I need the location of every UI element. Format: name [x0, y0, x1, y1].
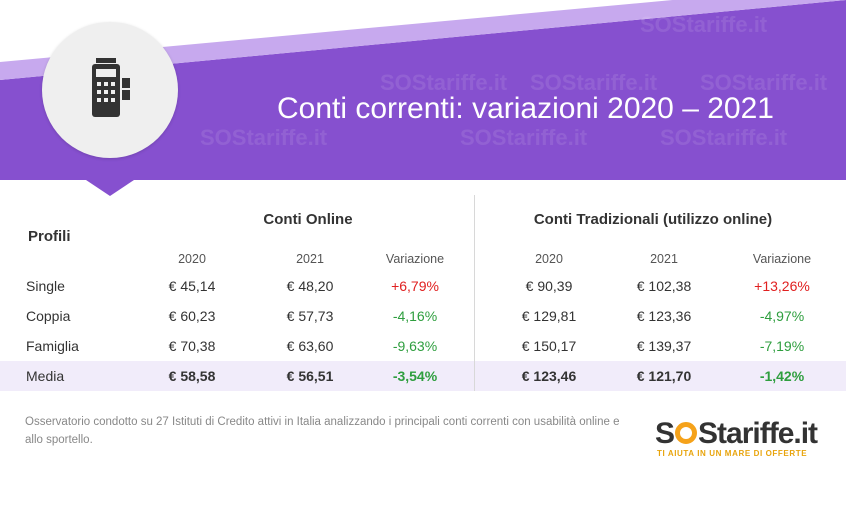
header-pointer: [86, 180, 134, 196]
header-background: [0, 0, 846, 180]
row-profile: Media: [26, 368, 65, 384]
column-header: 2020: [178, 252, 206, 266]
table-cell-variation: -4,97%: [759, 308, 805, 324]
logo-s: S: [655, 417, 675, 450]
watermark: SOStariffe.it: [530, 70, 658, 95]
table-cell: € 121,70: [636, 368, 692, 384]
table-cell: € 63,60: [286, 338, 334, 354]
media-row-band: [0, 361, 846, 391]
header-banner: SOStariffe.it SOStariffe.it SOStariffe.i…: [0, 0, 846, 180]
table-cell: € 48,20: [286, 278, 334, 294]
table-cell-variation: +6,79%: [391, 278, 439, 294]
table-cell: € 102,38: [636, 278, 692, 294]
sostariffe-logo: S Stariffe.it TI AIUTA IN UN MARE DI OFFE…: [655, 417, 835, 461]
table-cell: € 123,46: [521, 368, 577, 384]
watermark: SOStariffe.it: [700, 70, 828, 95]
column-header: 2020: [535, 252, 563, 266]
icon-circle: [42, 22, 178, 158]
table-cell-variation: -4,16%: [392, 308, 438, 324]
column-header: 2021: [650, 252, 678, 266]
group-header-traditional: Conti Tradizionali (utilizzo online): [533, 211, 773, 228]
pos-terminal-icon: [92, 58, 130, 117]
table-cell: € 129,81: [521, 308, 577, 324]
column-header: 2021: [296, 252, 324, 266]
table-cell-variation: -7,19%: [759, 338, 805, 354]
watermark: SOStariffe.it: [380, 70, 508, 95]
table-cell: € 57,73: [286, 308, 334, 324]
table-cell-variation: +13,26%: [754, 278, 810, 294]
table-cell: € 150,17: [521, 338, 577, 354]
table-cell: € 58,58: [168, 368, 216, 384]
table-cell: € 90,39: [525, 278, 573, 294]
watermark: SOStariffe.it: [460, 125, 588, 150]
row-profile: Single: [26, 278, 65, 294]
column-divider: [474, 195, 475, 391]
logo-text: Stariffe.it: [698, 417, 818, 450]
column-header: Variazione: [752, 252, 812, 266]
table-cell: € 139,37: [636, 338, 692, 354]
table-cell: € 123,36: [636, 308, 692, 324]
logo-tagline: TI AIUTA IN UN MARE DI OFFERTE: [657, 449, 808, 458]
watermark: SOStariffe.it: [660, 125, 788, 150]
table-cell-variation: -9,63%: [392, 338, 438, 354]
group-header-online: Conti Online: [263, 211, 353, 228]
lifebuoy-icon: [675, 422, 698, 444]
table-cell-variation: -3,54%: [392, 368, 438, 384]
table-cell: € 70,38: [168, 338, 216, 354]
page-title: Conti correnti: variazioni 2020 – 2021: [277, 92, 774, 125]
table-cell: € 45,14: [168, 278, 216, 294]
footnote: Osservatorio condotto su 27 Istituti di …: [25, 416, 620, 446]
table-cell-variation: -1,42%: [759, 368, 805, 384]
table-cell: € 56,51: [286, 368, 334, 384]
column-header: Variazione: [385, 252, 445, 266]
table-cell: € 60,23: [168, 308, 216, 324]
watermark: SOStariffe.it: [640, 12, 768, 37]
row-profile: Famiglia: [26, 338, 79, 354]
row-profile: Coppia: [26, 308, 71, 324]
watermark: SOStariffe.it: [200, 125, 328, 150]
profiles-header: Profili: [28, 228, 71, 245]
